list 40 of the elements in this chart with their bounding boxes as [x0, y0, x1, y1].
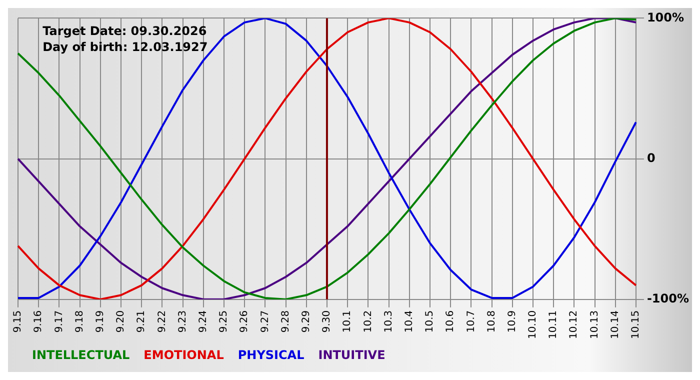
x-tick-label: 10.5 [424, 310, 436, 333]
x-tick-label: 10.10 [528, 310, 539, 340]
x-tick-label: 10.2 [362, 310, 374, 333]
x-tick-label: 10.3 [383, 310, 394, 333]
x-tick-label: 9.18 [74, 310, 86, 333]
y-tick-label: 0 [646, 150, 656, 165]
text: EMOTIONAL [144, 348, 224, 362]
x-tick-label: 9.22 [156, 310, 168, 333]
x-tick-label: 9.21 [136, 310, 148, 333]
x-tick-label: 9.17 [54, 310, 65, 333]
x-tick-label: 9.16 [33, 310, 44, 333]
text: INTELLECTUAL [32, 348, 130, 362]
x-tick-label: 9.29 [300, 310, 312, 333]
x-tick-label: 10.1 [342, 310, 354, 333]
text: INTUITIVE [318, 348, 386, 362]
annotation: Day of birth: 12.03.1927 [42, 40, 208, 54]
x-tick-label: 10.13 [589, 310, 600, 340]
x-tick-label: 10.15 [630, 310, 642, 340]
x-tick-label: 10.7 [466, 310, 477, 333]
x-tick-label: 10.9 [506, 310, 518, 333]
x-tick-label: 10.14 [610, 310, 621, 340]
x-tick-label: 9.25 [218, 310, 230, 333]
x-tick-label: 9.28 [280, 310, 292, 333]
x-tick-label: 9.24 [198, 310, 209, 333]
x-tick-label: 9.26 [239, 310, 250, 333]
y-tick-label: -100% [646, 291, 690, 306]
x-tick-label: 10.11 [548, 310, 560, 340]
annotation: Target Date: 09.30.2026 [42, 24, 207, 38]
x-tick-label: 9.27 [260, 310, 271, 333]
x-tick-label: 10.12 [568, 310, 580, 340]
x-tick-label: 9.15 [12, 310, 24, 333]
x-tick-label: 10.4 [404, 310, 415, 333]
text: PHYSICAL [238, 348, 305, 362]
x-tick-label: 10.8 [486, 310, 498, 333]
x-tick-label: 9.20 [116, 310, 127, 333]
x-tick-label: 9.23 [177, 310, 188, 333]
y-tick-label: 100% [646, 10, 684, 24]
x-tick-label: 10.6 [445, 310, 456, 333]
x-tick-label: 9.30 [322, 310, 333, 333]
x-tick-label: 9.19 [94, 310, 106, 333]
